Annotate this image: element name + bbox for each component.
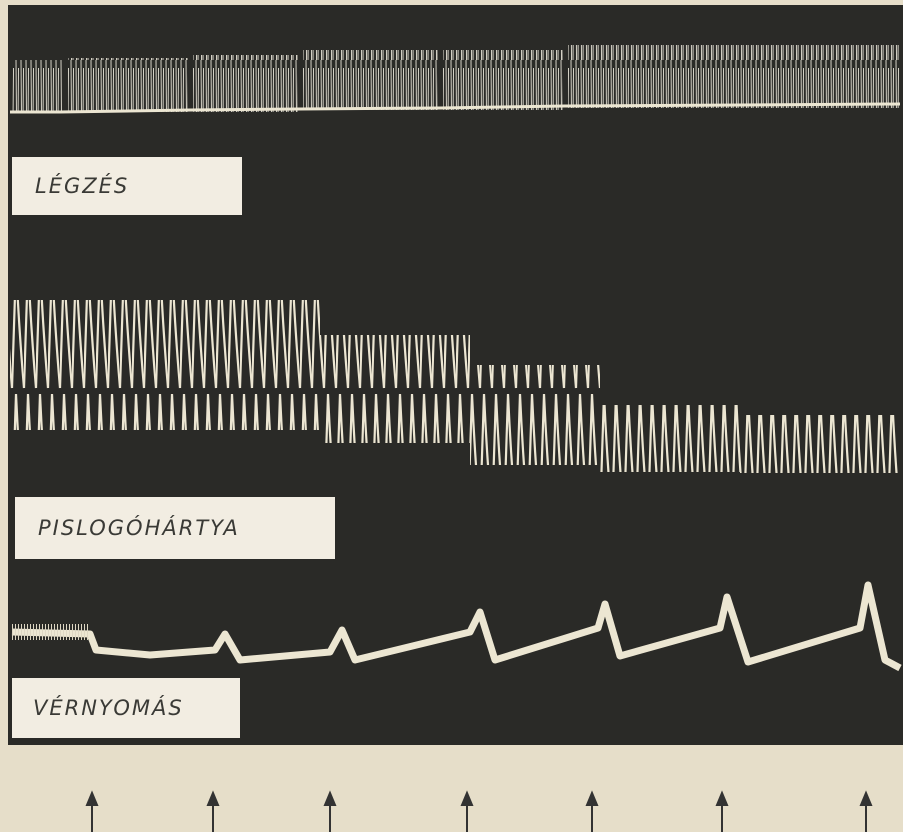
figure: LÉGZÉS PISLOGÓHÁRTYA VÉRNYOMÁS [0, 0, 903, 832]
trace-label: PISLOGÓHÁRTYA [38, 515, 240, 540]
stimulus-arrows [87, 793, 871, 832]
page: LÉGZÉS PISLOGÓHÁRTYA VÉRNYOMÁS (() => { … [0, 0, 903, 832]
trace-label: VÉRNYOMÁS [33, 695, 184, 720]
trace-label: LÉGZÉS [35, 173, 129, 198]
